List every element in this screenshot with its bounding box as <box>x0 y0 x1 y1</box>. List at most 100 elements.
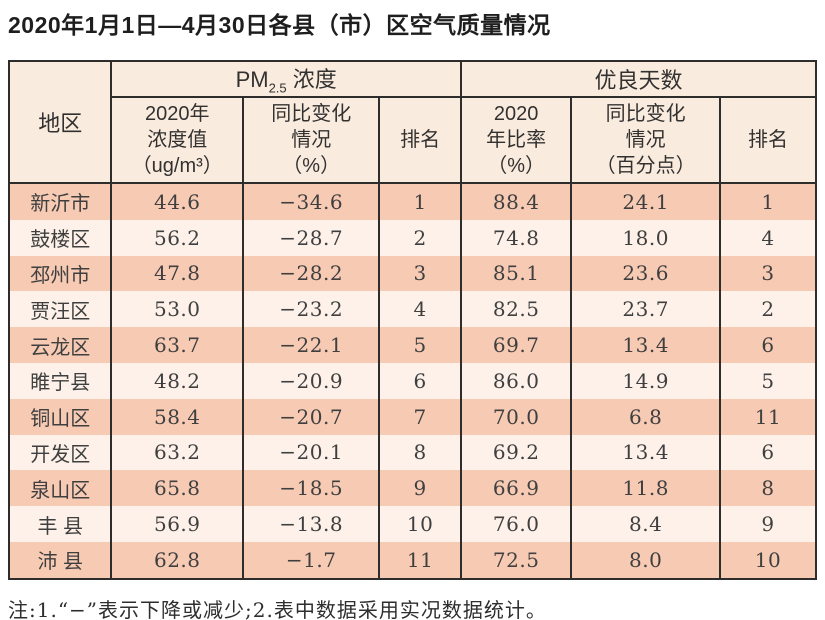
value-cell: 85.1 <box>459 255 573 292</box>
value-cell: 6 <box>718 434 818 471</box>
value-cell: 5 <box>718 362 818 399</box>
value-cell: 69.2 <box>459 434 573 471</box>
value-cell: 4 <box>378 291 462 328</box>
region-cell: 云龙区 <box>7 327 113 363</box>
value-cell: 2 <box>378 219 462 256</box>
value-cell: 8.0 <box>570 541 721 579</box>
group-header-row: 地区 PM2.5 浓度 优良天数 <box>7 61 818 184</box>
pm25-prefix: PM <box>235 67 269 93</box>
value-cell: 24.1 <box>570 183 721 220</box>
air-quality-table-body: 新沂市 44.6 −34.6 1 88.4 24.1 1 鼓楼区 56.2 −28.7 2 74.8 1… <box>7 183 818 579</box>
region-cell: 铜山区 <box>7 398 113 435</box>
value-cell: 63.2 <box>110 434 245 471</box>
value-cell: 72.5 <box>459 541 573 579</box>
value-cell: 7 <box>378 398 462 435</box>
sub-header-row: 2020年 浓度值 （ug/m³） 同比变化 情况 （%） 排名 2020 年比… <box>9 97 818 184</box>
value-cell: 1 <box>378 183 462 220</box>
value-cell: 66.9 <box>459 470 573 507</box>
value-cell: 9 <box>378 470 462 507</box>
pm25-suffix: 浓度 <box>286 67 337 93</box>
value-cell: 86.0 <box>459 362 573 399</box>
table-row: 铜山区 58.4 −20.7 7 70.0 6.8 11 <box>7 398 818 435</box>
region-cell: 邳州市 <box>7 255 113 292</box>
air-quality-table: 地区 PM2.5 浓度 优良天数 2020年 浓度值 （ug/m³） 同比变化 … <box>7 60 818 580</box>
pm25-group-header: PM2.5 浓度 <box>110 61 462 98</box>
value-cell: −18.5 <box>242 470 381 507</box>
value-cell: 47.8 <box>110 255 245 292</box>
region-cell: 泉山区 <box>7 470 113 507</box>
value-cell: −34.6 <box>242 183 381 220</box>
value-cell: −20.7 <box>242 398 381 435</box>
value-cell: 23.7 <box>570 291 721 328</box>
days-rate-column-header: 2020 年比率 （%） <box>459 97 573 184</box>
pm-change-column-header: 同比变化 情况 （%） <box>242 97 381 184</box>
table-row: 鼓楼区 56.2 −28.7 2 74.8 18.0 4 <box>7 219 818 256</box>
value-cell: 23.6 <box>570 255 721 292</box>
good-days-group-header: 优良天数 <box>459 61 818 98</box>
pm-value-column-header: 2020年 浓度值 （ug/m³） <box>110 97 245 184</box>
days-rank-column-header: 排名 <box>718 97 818 184</box>
value-cell: 6 <box>718 327 818 363</box>
table-row: 邳州市 47.8 −28.2 3 85.1 23.6 3 <box>7 255 818 292</box>
value-cell: 82.5 <box>459 291 573 328</box>
value-cell: 14.9 <box>570 362 721 399</box>
pm25-label: PM2.5 浓度 <box>235 67 337 95</box>
region-cell: 睢宁县 <box>7 362 113 399</box>
value-cell: 76.0 <box>459 506 573 542</box>
table-row: 沛 县 62.8 −1.7 11 72.5 8.0 10 <box>7 541 818 579</box>
region-column-header: 地区 <box>7 61 113 184</box>
pm25-subscript: 2.5 <box>268 80 287 96</box>
value-cell: 13.4 <box>570 327 721 363</box>
value-cell: 4 <box>718 219 818 256</box>
value-cell: 10 <box>718 541 818 579</box>
value-cell: 56.9 <box>110 506 245 542</box>
table-row: 新沂市 44.6 −34.6 1 88.4 24.1 1 <box>7 183 818 220</box>
value-cell: 11 <box>378 541 462 579</box>
value-cell: 8.4 <box>570 506 721 542</box>
value-cell: 8 <box>378 434 462 471</box>
table-row: 泉山区 65.8 −18.5 9 66.9 11.8 8 <box>7 470 818 507</box>
value-cell: 10 <box>378 506 462 542</box>
pm-rank-column-header: 排名 <box>378 97 462 184</box>
value-cell: −28.7 <box>242 219 381 256</box>
value-cell: 62.8 <box>110 541 245 579</box>
value-cell: 1 <box>718 183 818 220</box>
value-cell: 65.8 <box>110 470 245 507</box>
value-cell: −28.2 <box>242 255 381 292</box>
value-cell: 44.6 <box>110 183 245 220</box>
region-cell: 丰 县 <box>7 506 113 542</box>
value-cell: 69.7 <box>459 327 573 363</box>
value-cell: −20.9 <box>242 362 381 399</box>
value-cell: 11 <box>718 398 818 435</box>
value-cell: −20.1 <box>242 434 381 471</box>
table-row: 丰 县 56.9 −13.8 10 76.0 8.4 9 <box>7 506 818 542</box>
region-cell: 沛 县 <box>7 541 113 579</box>
value-cell: 5 <box>378 327 462 363</box>
value-cell: 53.0 <box>110 291 245 328</box>
value-cell: 8 <box>718 470 818 507</box>
value-cell: 3 <box>718 255 818 292</box>
value-cell: 11.8 <box>570 470 721 507</box>
region-cell: 贾汪区 <box>7 291 113 328</box>
value-cell: 74.8 <box>459 219 573 256</box>
value-cell: 9 <box>718 506 818 542</box>
value-cell: 48.2 <box>110 362 245 399</box>
page-title: 2020年1月1日—4月30日各县（市）区空气质量情况 <box>8 12 551 38</box>
value-cell: 56.2 <box>110 219 245 256</box>
value-cell: 70.0 <box>459 398 573 435</box>
value-cell: 2 <box>718 291 818 328</box>
value-cell: −1.7 <box>242 541 381 579</box>
value-cell: −22.1 <box>242 327 381 363</box>
value-cell: 6.8 <box>570 398 721 435</box>
table-row: 云龙区 63.7 −22.1 5 69.7 13.4 6 <box>7 327 818 363</box>
table-row: 睢宁县 48.2 −20.9 6 86.0 14.9 5 <box>7 362 818 399</box>
value-cell: 88.4 <box>459 183 573 220</box>
value-cell: 58.4 <box>110 398 245 435</box>
table-row: 贾汪区 53.0 −23.2 4 82.5 23.7 2 <box>7 291 818 328</box>
region-cell: 鼓楼区 <box>7 219 113 256</box>
value-cell: −13.8 <box>242 506 381 542</box>
value-cell: −23.2 <box>242 291 381 328</box>
days-change-column-header: 同比变化 情况 （百分点） <box>570 97 721 184</box>
table-header: 地区 PM2.5 浓度 优良天数 2020年 浓度值 （ug/m³） 同比变化 … <box>7 61 818 184</box>
